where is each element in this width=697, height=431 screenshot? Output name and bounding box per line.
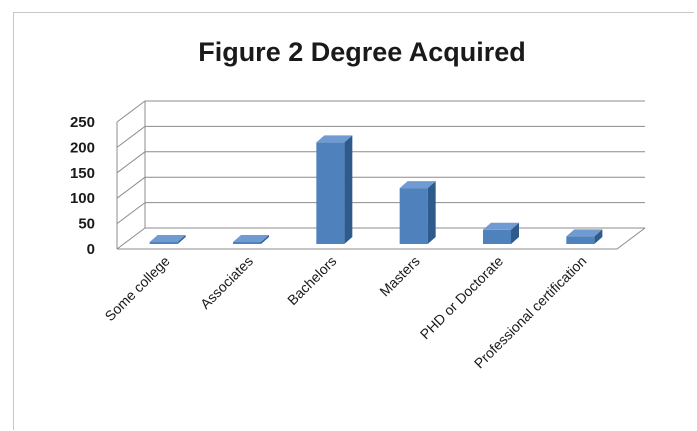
bars <box>149 135 603 244</box>
chart-title: Figure 2 Degree Acquired <box>198 37 526 67</box>
bar-front <box>316 142 345 244</box>
x-axis-tick-labels: Some college Associates Bachelors MastersPH… <box>101 253 589 372</box>
y-tick-label: 50 <box>78 216 95 233</box>
bar <box>149 235 186 244</box>
bar-side <box>261 235 269 244</box>
gridline-diagonal <box>116 100 146 123</box>
bar-side <box>344 135 353 244</box>
x-tick-label: Some college <box>101 253 172 324</box>
bar <box>399 181 436 244</box>
floor-right-edge <box>616 227 646 250</box>
y-tick-label: 0 <box>87 241 95 258</box>
bar <box>483 222 519 244</box>
gridline-diagonal <box>116 176 146 199</box>
bar-side <box>427 181 436 244</box>
x-tick-label: Bachelors <box>284 253 339 308</box>
bar-front <box>149 242 178 244</box>
bar-side <box>511 222 519 244</box>
x-tick-label: Masters <box>376 253 423 300</box>
bar <box>233 235 269 244</box>
y-tick-label: 150 <box>70 165 95 182</box>
gridlines <box>116 100 646 250</box>
bar <box>566 229 603 244</box>
gridline-diagonal <box>116 227 146 250</box>
bar-front <box>233 242 261 244</box>
bar-front <box>483 229 511 244</box>
bar-top <box>149 235 186 242</box>
bar-top <box>483 222 519 230</box>
y-tick-label: 100 <box>70 190 95 207</box>
bar-front <box>399 188 428 244</box>
y-axis-tick-labels: 0 50 100 150 200 250 <box>70 114 95 258</box>
gridline-diagonal <box>116 202 146 225</box>
bar-top <box>566 229 603 237</box>
chart-frame <box>13 12 694 430</box>
y-tick-label: 200 <box>70 139 95 156</box>
bar-side <box>177 235 186 244</box>
gridline-diagonal <box>116 126 146 148</box>
bar-side <box>594 229 603 244</box>
bar-top <box>316 135 353 143</box>
y-tick-label: 250 <box>70 114 95 131</box>
gridline-diagonal <box>116 151 146 174</box>
bar-top <box>233 235 269 242</box>
bar-top <box>399 181 436 189</box>
bar-front <box>566 236 595 244</box>
bar <box>316 135 353 244</box>
x-tick-label: PHD or Doctorate <box>417 253 507 343</box>
x-tick-label: Associates <box>197 253 256 312</box>
